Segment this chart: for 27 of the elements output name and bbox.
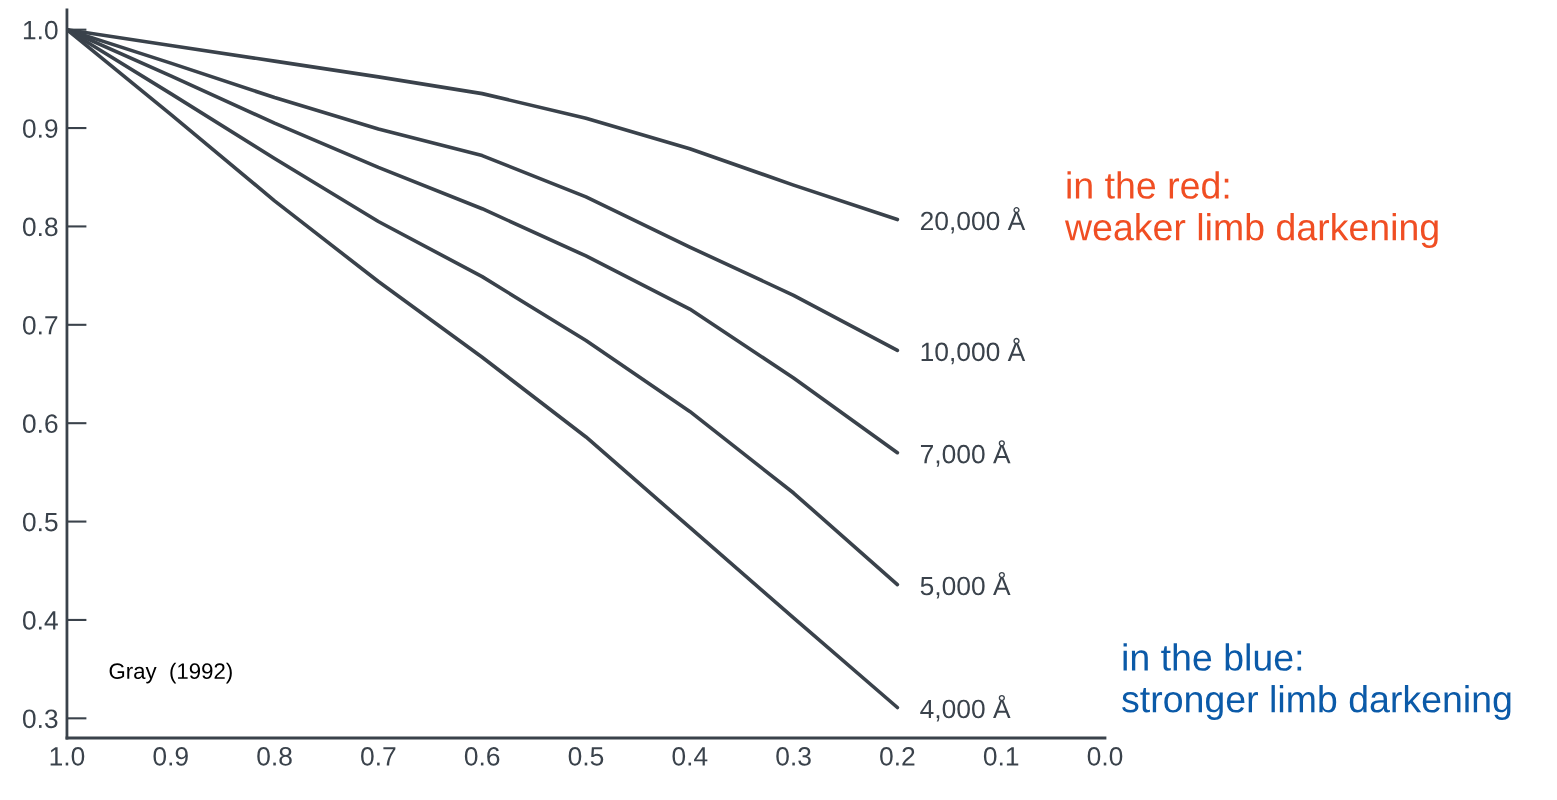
x-tick-label: 0.6 <box>464 747 500 766</box>
series-label: 7,000 Å <box>920 440 1011 467</box>
x-tick-label: 0.9 <box>153 747 188 766</box>
y-tick-label: 0.9 <box>22 119 58 138</box>
y-tick-label: 1.0 <box>23 20 58 40</box>
series-label: 10,000 Å <box>921 337 1026 365</box>
text: in the blue: stronger limb darkening <box>1122 643 1511 720</box>
y-tick-label: 0.5 <box>22 512 58 532</box>
series-label: 5,000 Å <box>920 571 1011 599</box>
x-tick-label: 0.4 <box>672 747 708 766</box>
y-tick-label: 0.8 <box>22 217 58 237</box>
x-tick-label: 0.2 <box>880 747 915 766</box>
x-tick-label: 0.7 <box>361 747 396 766</box>
y-tick-label: 0.6 <box>22 414 58 434</box>
x-tick-label: 0.5 <box>568 747 604 766</box>
x-tick-label: 1.0 <box>50 747 85 766</box>
y-tick-label: 0.4 <box>22 611 58 630</box>
x-tick-label: 0.1 <box>983 747 1019 766</box>
annotation: in the red: weaker limb darkening <box>1064 171 1438 248</box>
y-tick-label: 0.3 <box>22 709 58 729</box>
x-tick-label: 0.8 <box>257 747 292 766</box>
y-tick-label: 0.7 <box>22 315 58 335</box>
annotation: Gray (1992) <box>109 662 232 684</box>
x-tick-label: 0.3 <box>776 747 811 766</box>
series-label: 20,000 Å <box>920 206 1026 234</box>
series-label: 4,000 Å <box>920 694 1011 722</box>
x-tick-label: 0.0 <box>1087 747 1123 766</box>
